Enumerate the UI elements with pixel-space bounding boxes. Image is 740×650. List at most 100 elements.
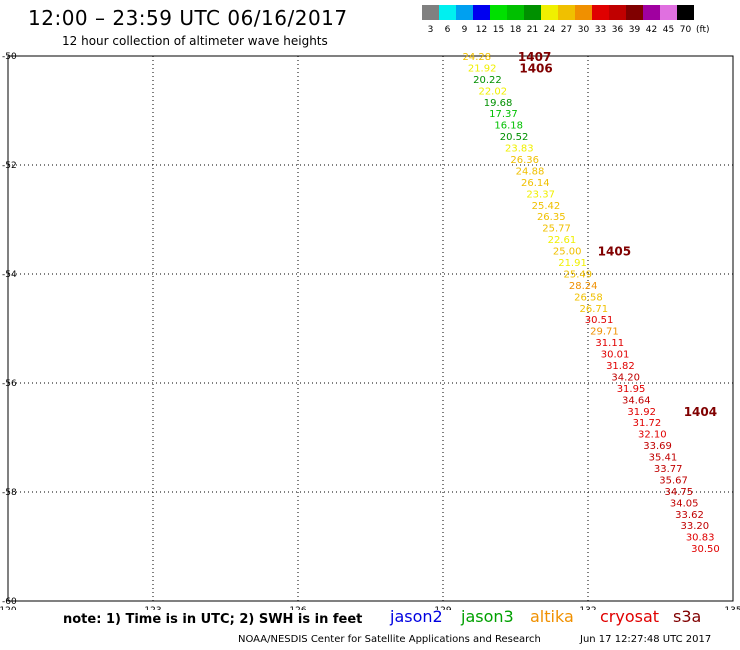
colorbar-label: 36 (612, 25, 624, 35)
colorbar-label: 3 (428, 25, 434, 35)
colorbar-label: 30 (578, 25, 590, 35)
colorbar-swatch-27 (558, 5, 575, 20)
colorbar-label: 15 (493, 25, 504, 35)
colorbar-label: 70 (680, 25, 692, 35)
colorbar-unit: (ft) (696, 25, 710, 35)
colorbar-label: 21 (527, 25, 538, 35)
colorbar-swatch-15 (490, 5, 507, 20)
colorbar-swatch-12 (473, 5, 490, 20)
wave-height-label: 31.82 (606, 361, 635, 372)
legend-jason2: jason2 (390, 607, 443, 626)
wave-height-label: 22.02 (478, 86, 507, 97)
footnote: note: 1) Time is in UTC; 2) SWH is in fe… (63, 612, 363, 627)
wave-height-label: 25.42 (532, 201, 561, 212)
wave-height-label: 30.01 (601, 350, 630, 361)
wave-height-label: 35.67 (659, 475, 688, 486)
legend-jason3: jason3 (461, 607, 514, 626)
wave-height-label: 26.35 (537, 212, 566, 223)
wave-height-label: 19.68 (484, 98, 513, 109)
colorbar-label: 33 (595, 25, 606, 35)
colorbar-swatch-30 (575, 5, 592, 20)
wave-height-label: 16.18 (494, 121, 523, 132)
y-tick-label: -58 (2, 488, 17, 498)
pass-number-label: 1405 (598, 245, 631, 259)
colorbar-swatch-9 (456, 5, 473, 20)
pass-number-label: 1407 (518, 50, 551, 64)
wave-height-label: 20.22 (473, 75, 502, 86)
y-tick-label: -50 (2, 52, 17, 62)
colorbar-swatch-24 (541, 5, 558, 20)
pass-number-label: 1404 (684, 405, 717, 419)
colorbar-swatch-45 (660, 5, 677, 20)
wave-height-label: 31.11 (595, 338, 624, 349)
colorbar-legend: 3 6 9 12 15 18 21 24 27 30 33 36 39 42 45 70 (ft) (422, 5, 710, 35)
colorbar-label: 27 (561, 25, 572, 35)
colorbar-swatch-3 (422, 5, 439, 20)
colorbar-label: 9 (462, 25, 468, 35)
colorbar-swatch-42 (643, 5, 660, 20)
colorbar-swatch-33 (592, 5, 609, 20)
wave-height-label: 23.83 (505, 144, 534, 155)
x-tick-label: 132 (579, 606, 596, 610)
wave-height-label: 34.64 (622, 395, 651, 406)
credit-line: NOAA/NESDIS Center for Satellite Applica… (238, 634, 541, 645)
colorbar-label: 6 (445, 25, 451, 35)
wave-height-label: 26.14 (521, 178, 550, 189)
x-tick-label: 129 (434, 606, 451, 610)
wave-height-label: 21.92 (468, 63, 497, 74)
wave-height-label: 31.95 (617, 384, 646, 395)
wave-height-label: 30.83 (686, 533, 715, 544)
wave-height-label: 30.51 (585, 315, 614, 326)
colorbar-label: 12 (476, 25, 487, 35)
colorbar-swatch-70 (677, 5, 694, 20)
chart-title: 12:00 – 23:59 UTC 06/16/2017 (28, 6, 348, 30)
colorbar-label: 42 (646, 25, 657, 35)
wave-height-label: 31.92 (627, 407, 656, 418)
wave-height-label: 34.20 (611, 372, 640, 383)
y-tick-label: -56 (2, 379, 17, 389)
generated-timestamp: Jun 17 12:27:48 UTC 2017 (580, 634, 712, 645)
wave-height-label: 20.52 (500, 132, 529, 143)
wave-height-label: 28.24 (569, 281, 598, 292)
colorbar-label: 45 (663, 25, 674, 35)
chart-plot: 120 123 126 129 132 135 -50 -52 -54 -56 -58 -60 24.2… (0, 50, 740, 610)
wave-height-label: 25.00 (553, 247, 582, 258)
y-tick-label: -54 (2, 270, 17, 280)
legend-altika: altika (530, 607, 574, 626)
wave-height-label: 21.91 (558, 258, 587, 269)
wave-height-label: 26.36 (510, 155, 539, 166)
chart-subtitle: 12 hour collection of altimeter wave hei… (62, 34, 328, 48)
wave-height-label: 25.49 (564, 269, 593, 280)
colorbar-swatch-39 (626, 5, 643, 20)
wave-height-label: 33.62 (675, 510, 704, 521)
wave-height-label: 24.28 (463, 52, 492, 63)
wave-height-label: 26.71 (579, 304, 608, 315)
colorbar-label: 39 (629, 25, 641, 35)
wave-height-label: 33.69 (643, 441, 672, 452)
wave-height-label: 26.58 (574, 292, 603, 303)
wave-height-label: 24.88 (516, 166, 545, 177)
wave-height-label: 25.77 (542, 224, 571, 235)
x-tick-label: 120 (0, 606, 17, 610)
colorbar-swatch-36 (609, 5, 626, 20)
y-tick-label: -60 (2, 597, 17, 607)
wave-height-label: 33.77 (654, 464, 683, 475)
y-tick-label: -52 (2, 161, 17, 171)
plot-frame (7, 55, 734, 602)
wave-height-label: 34.75 (665, 487, 694, 498)
wave-height-label: 23.37 (526, 189, 555, 200)
wave-height-label: 32.10 (638, 430, 667, 441)
wave-height-label: 34.05 (670, 498, 699, 509)
wave-height-label: 17.37 (489, 109, 518, 120)
legend-s3a: s3a (673, 607, 702, 626)
wave-height-label: 35.41 (649, 453, 678, 464)
wave-height-label: 30.50 (691, 544, 720, 555)
wave-height-label: 33.20 (680, 521, 709, 532)
x-tick-label: 123 (144, 606, 161, 610)
colorbar-swatch-21 (524, 5, 541, 20)
wave-height-label: 22.61 (548, 235, 577, 246)
x-tick-label: 135 (724, 606, 740, 610)
colorbar-label: 24 (544, 25, 556, 35)
colorbar-label: 18 (510, 25, 522, 35)
colorbar-swatch-6 (439, 5, 456, 20)
